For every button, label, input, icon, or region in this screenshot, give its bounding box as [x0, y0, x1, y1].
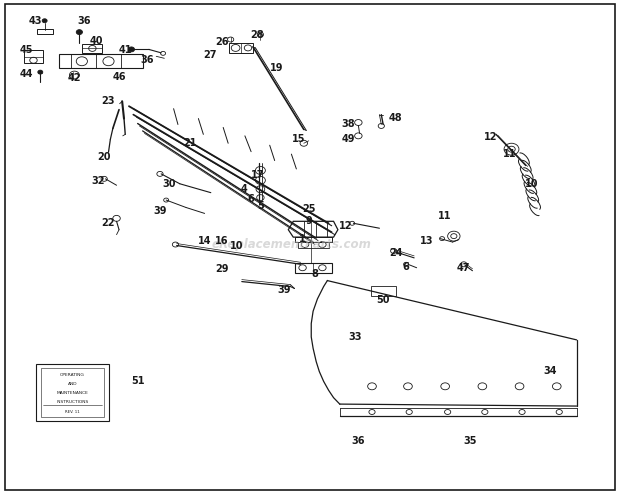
Text: INSTRUCTIONS: INSTRUCTIONS [56, 400, 89, 404]
Text: 46: 46 [113, 72, 126, 82]
Text: 44: 44 [19, 69, 33, 79]
Text: 17: 17 [250, 170, 264, 180]
Text: 9: 9 [306, 216, 312, 226]
Bar [371, 286, 396, 296]
Bar [36, 364, 109, 421]
Text: 24: 24 [389, 248, 402, 258]
Text: 19: 19 [270, 63, 284, 73]
Text: 51: 51 [131, 376, 144, 386]
Text: 4: 4 [241, 184, 247, 194]
Text: 13: 13 [420, 236, 433, 246]
Text: 50: 50 [376, 295, 390, 305]
Text: 36: 36 [141, 55, 154, 65]
Text: 25: 25 [302, 204, 316, 214]
Text: 39: 39 [153, 206, 167, 216]
Text: 20: 20 [97, 152, 111, 162]
Text: 8: 8 [311, 269, 319, 279]
Text: 32: 32 [91, 176, 105, 186]
Text: 35: 35 [463, 436, 477, 446]
Text: MAINTENANCE: MAINTENANCE [56, 391, 89, 395]
Text: 45: 45 [19, 45, 33, 55]
Circle shape [128, 47, 135, 52]
Text: 21: 21 [184, 138, 197, 148]
Text: 15: 15 [292, 134, 306, 144]
Text: 6: 6 [248, 194, 254, 204]
Text: 47: 47 [457, 263, 471, 273]
Text: 29: 29 [215, 264, 229, 274]
Text: 30: 30 [162, 179, 175, 189]
Text: 39: 39 [277, 286, 291, 295]
Text: 10: 10 [230, 241, 244, 250]
Bar [41, 368, 104, 417]
Text: AND: AND [68, 382, 78, 386]
Text: 42: 42 [68, 73, 81, 83]
Text: 41: 41 [119, 45, 133, 55]
Text: 43: 43 [29, 16, 42, 26]
Text: 27: 27 [203, 50, 216, 60]
Text: 5: 5 [257, 202, 264, 211]
Text: 22: 22 [102, 218, 115, 228]
Text: 48: 48 [389, 113, 402, 123]
Text: 14: 14 [198, 236, 211, 246]
Text: 28: 28 [250, 30, 264, 40]
Text: OPERATING: OPERATING [60, 373, 85, 377]
Text: 16: 16 [215, 236, 229, 246]
Text: 36: 36 [77, 16, 91, 26]
Text: 36: 36 [352, 436, 365, 446]
Text: 38: 38 [342, 120, 355, 129]
Circle shape [42, 19, 47, 23]
Text: 1: 1 [299, 234, 306, 244]
Text: 40: 40 [89, 37, 103, 46]
Text: 34: 34 [544, 367, 557, 376]
Circle shape [76, 30, 82, 35]
Text: 23: 23 [102, 96, 115, 106]
Text: 11: 11 [503, 149, 516, 159]
Text: 10: 10 [525, 179, 539, 189]
Circle shape [38, 70, 43, 74]
Text: 26: 26 [215, 37, 229, 47]
Text: 12: 12 [484, 132, 498, 142]
Text: 12: 12 [339, 221, 352, 231]
Text: 11: 11 [438, 211, 452, 221]
Text: 6: 6 [403, 262, 409, 272]
Text: eReplacementParts.com: eReplacementParts.com [211, 238, 371, 251]
Text: 49: 49 [342, 134, 355, 144]
Text: REV. 11: REV. 11 [65, 410, 80, 414]
Text: 33: 33 [348, 332, 361, 342]
